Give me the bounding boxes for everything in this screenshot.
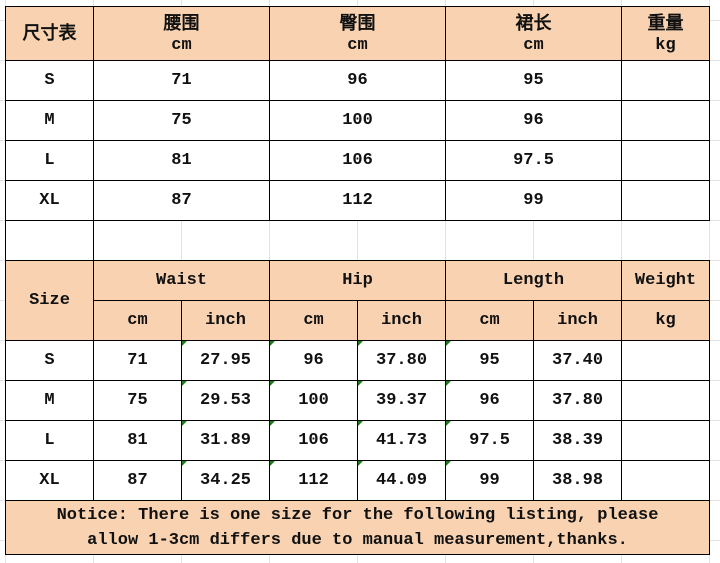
value-cell: 37.80	[533, 380, 623, 421]
value-cell: 37.80	[357, 340, 447, 381]
header-unit: kg	[655, 36, 676, 55]
table-row: M 75 100 96	[5, 100, 710, 141]
header-label: 重量	[647, 13, 684, 34]
value-cell: 71	[93, 60, 270, 101]
value-cell: 87	[93, 460, 182, 501]
header-unit: cm	[171, 36, 192, 55]
value-cell: 95	[445, 60, 622, 101]
header-label: 臀围	[339, 13, 376, 34]
unit-cell: kg	[621, 300, 711, 341]
value-cell: 99	[445, 460, 535, 501]
value-cell: 100	[269, 380, 359, 421]
value-cell: 38.39	[533, 420, 623, 461]
value-cell	[621, 380, 711, 421]
value-cell: 96	[445, 380, 535, 421]
table-row: S 71 27.95 96 37.80 95 37.40	[5, 340, 711, 381]
size-cell: XL	[5, 180, 94, 221]
chinese-size-table: 尺寸表 腰围 cm 臀围 cm 裙长 cm 重量 kg S 71 96 95 M 75 100 96 L…	[5, 6, 710, 261]
size-cell: S	[5, 60, 94, 101]
header-hip: 臀围 cm	[269, 6, 446, 61]
unit-cell: cm	[445, 300, 535, 341]
corner-cell: Size	[5, 260, 94, 341]
value-cell	[621, 100, 710, 141]
header-length: Length	[445, 260, 623, 301]
notice-row: Notice: There is one size for the follow…	[4, 500, 711, 555]
size-cell: L	[5, 420, 94, 461]
value-cell: 96	[269, 340, 359, 381]
unit-cell: inch	[533, 300, 623, 341]
value-cell: 71	[93, 340, 182, 381]
header-row: 尺寸表 腰围 cm 臀围 cm 裙长 cm 重量 kg	[5, 6, 710, 61]
header-waist: 腰围 cm	[93, 6, 270, 61]
table-row: XL 87 34.25 112 44.09 99 38.98	[5, 460, 711, 501]
value-cell: 112	[269, 460, 359, 501]
value-cell	[621, 460, 711, 501]
blank-row	[5, 220, 710, 261]
value-cell: 106	[269, 140, 446, 181]
header-hip: Hip	[269, 260, 447, 301]
header-unit: cm	[347, 36, 368, 55]
table-row: S 71 96 95	[5, 60, 710, 101]
value-cell: 37.40	[533, 340, 623, 381]
value-cell: 31.89	[180, 420, 271, 461]
value-cell: 87	[93, 180, 270, 221]
group-header-row: Size Waist Hip Length Weight	[5, 260, 711, 341]
header-weight: 重量 kg	[621, 6, 710, 61]
value-cell: 97.5	[445, 140, 622, 181]
value-cell: 34.25	[180, 460, 271, 501]
value-cell: 95	[445, 340, 535, 381]
value-cell: 100	[269, 100, 446, 141]
size-cell: L	[5, 140, 94, 181]
header-label: 裙长	[515, 13, 552, 34]
value-cell	[621, 180, 710, 221]
header-unit: cm	[523, 36, 544, 55]
size-cell: S	[5, 340, 94, 381]
value-cell: 75	[93, 380, 182, 421]
notice-line: allow 1-3cm differs due to manual measur…	[87, 530, 628, 550]
value-cell	[621, 420, 711, 461]
value-cell: 81	[93, 140, 270, 181]
header-label: 腰围	[163, 13, 200, 34]
header-waist: Waist	[92, 260, 271, 301]
blank-cell	[94, 221, 710, 261]
english-size-table: Size Waist Hip Length Weight cm inch cm inc…	[4, 260, 711, 555]
value-cell: 99	[445, 180, 622, 221]
value-cell: 44.09	[357, 460, 447, 501]
notice-cell: Notice: There is one size for the follow…	[4, 500, 711, 555]
size-cell: M	[5, 380, 94, 421]
value-cell: 97.5	[445, 420, 535, 461]
unit-cell: inch	[357, 300, 447, 341]
notice-line: Notice: There is one size for the follow…	[56, 505, 659, 525]
unit-header-row: cm inch cm inch cm inch kg	[6, 300, 711, 341]
unit-cell: cm	[269, 300, 359, 341]
value-cell	[621, 60, 710, 101]
unit-cell: inch	[180, 300, 271, 341]
unit-cell: cm	[93, 300, 182, 341]
blank-cell	[5, 220, 94, 261]
value-cell: 112	[269, 180, 446, 221]
value-cell: 96	[269, 60, 446, 101]
table-row: L 81 106 97.5	[5, 140, 710, 181]
table-row: M 75 29.53 100 39.37 96 37.80	[5, 380, 711, 421]
value-cell: 27.95	[180, 340, 271, 381]
value-cell: 29.53	[180, 380, 271, 421]
corner-cell: 尺寸表	[5, 6, 94, 61]
value-cell: 106	[269, 420, 359, 461]
value-cell	[621, 340, 711, 381]
value-cell	[621, 140, 710, 181]
value-cell: 96	[445, 100, 622, 141]
value-cell: 41.73	[357, 420, 447, 461]
value-cell: 38.98	[533, 460, 623, 501]
value-cell: 39.37	[357, 380, 447, 421]
size-cell: XL	[5, 460, 94, 501]
value-cell: 75	[93, 100, 270, 141]
table-row: XL 87 112 99	[5, 180, 710, 221]
header-weight: Weight	[621, 260, 711, 301]
size-cell: M	[5, 100, 94, 141]
value-cell: 81	[93, 420, 182, 461]
header-length: 裙长 cm	[445, 6, 622, 61]
table-row: L 81 31.89 106 41.73 97.5 38.39	[5, 420, 711, 461]
